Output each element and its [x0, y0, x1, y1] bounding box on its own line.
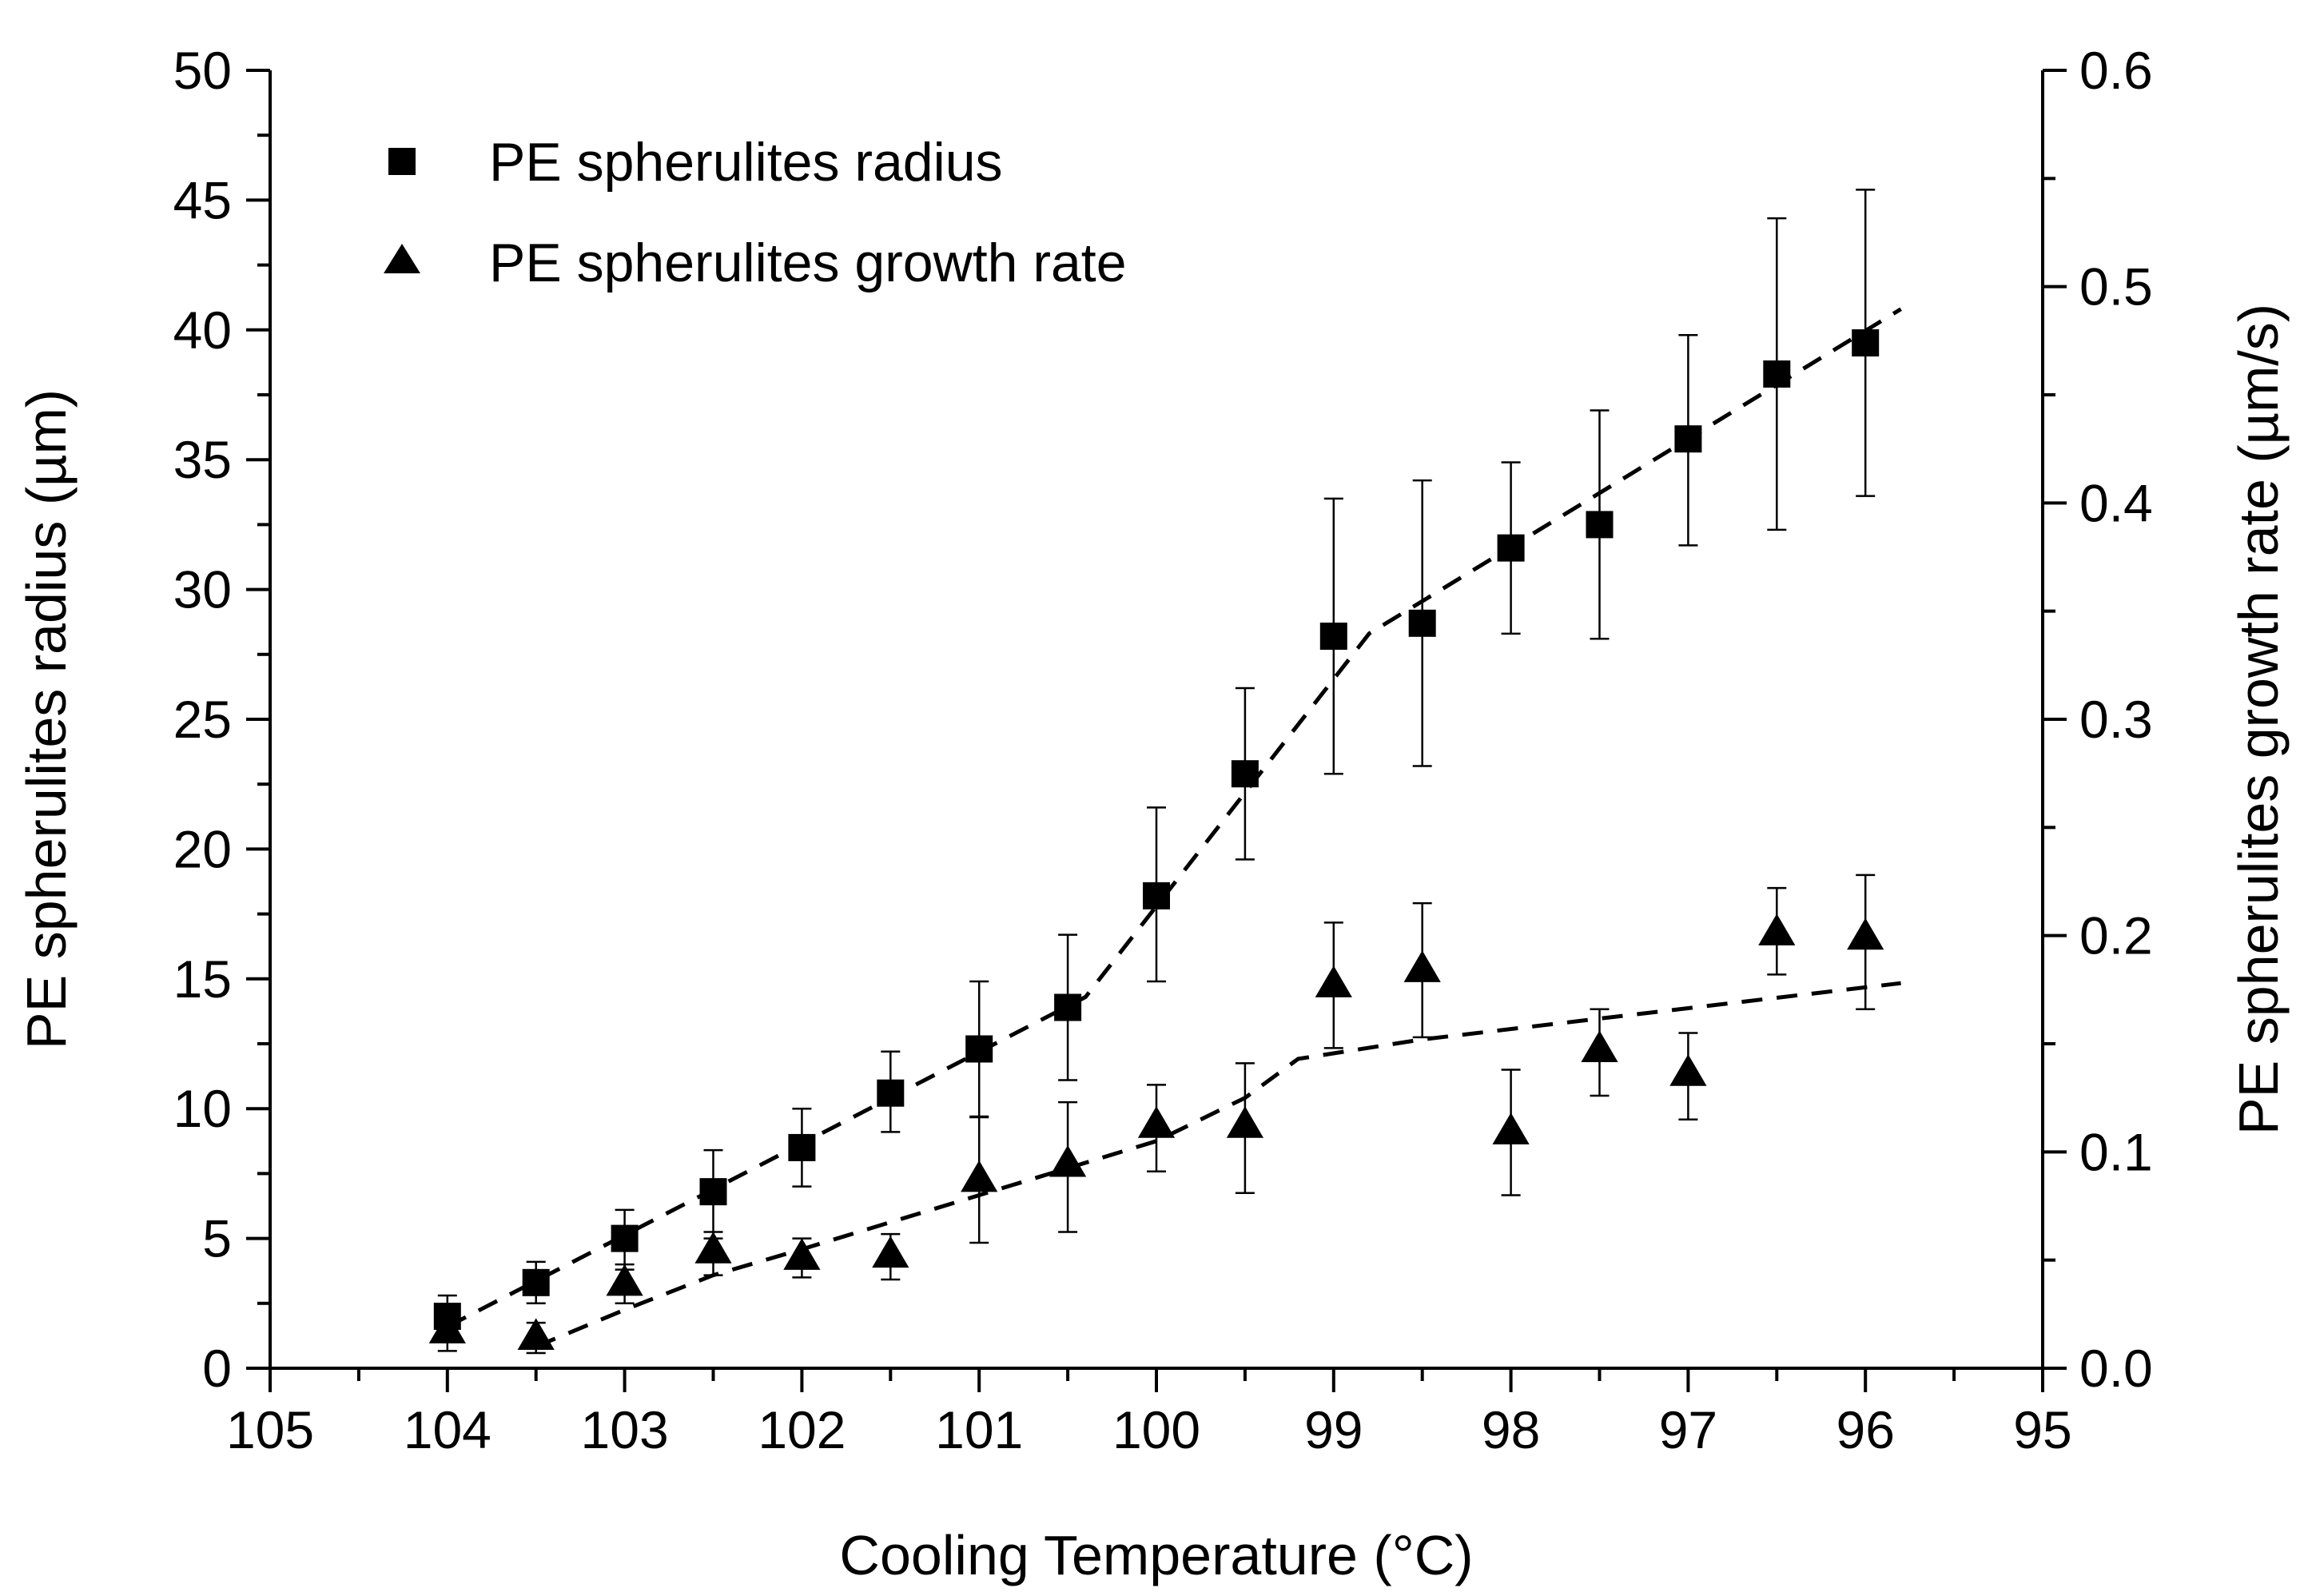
trend-lines: [446, 307, 1902, 1349]
y-tick-label: 20: [173, 819, 232, 878]
y-tick-label: 30: [173, 560, 232, 619]
growth-rate-point: [606, 1264, 643, 1296]
x-tick-label: 98: [1482, 1400, 1540, 1459]
y2-tick-label: 0.5: [2079, 257, 2153, 316]
growth-rate-point: [517, 1318, 555, 1350]
growth-rate-point: [694, 1232, 732, 1264]
growth-rate-point: [1403, 950, 1441, 982]
radius-point: [1319, 623, 1347, 651]
x-tick-label: 104: [404, 1400, 491, 1459]
x-tick-label: 101: [935, 1400, 1023, 1459]
y-tick-label: 10: [173, 1079, 232, 1138]
error-bars: [437, 189, 1876, 1355]
radius-trend-line: [446, 307, 1902, 1329]
legend-square-icon: [388, 148, 416, 175]
y-axis-title: PE spherulites radius (µm): [15, 389, 78, 1049]
radius-point: [1852, 329, 1880, 357]
growth-rate-point: [1581, 1030, 1618, 1063]
growth-rate-point: [1315, 965, 1352, 997]
y-tick-label: 50: [173, 41, 232, 100]
x-tick-label: 100: [1112, 1400, 1200, 1459]
y2-tick-label: 0.3: [2079, 690, 2153, 749]
radius-point: [699, 1178, 727, 1206]
growth-rate-point: [1758, 913, 1796, 945]
growth-rate-point: [872, 1236, 909, 1268]
y-tick-label: 25: [173, 690, 232, 749]
radius-point: [1497, 534, 1525, 562]
radius-point: [877, 1079, 905, 1107]
y-tick-label: 15: [173, 949, 232, 1009]
radius-point: [965, 1035, 993, 1063]
growth-rate-point: [1492, 1112, 1530, 1144]
radius-point: [611, 1224, 639, 1252]
radius-point: [1143, 882, 1170, 909]
x-tick-label: 96: [1836, 1400, 1894, 1459]
legend-label-growth-rate: PE spherulites growth rate: [489, 233, 1127, 293]
growth-rate-point: [428, 1311, 466, 1343]
growth-rate-point: [1049, 1144, 1087, 1177]
growth-rate-point: [1137, 1106, 1176, 1138]
growth-rate-point: [783, 1238, 821, 1270]
radius-point: [1586, 511, 1614, 539]
radius-point: [1763, 360, 1791, 388]
y2-tick-label: 0.1: [2079, 1122, 2153, 1181]
y-tick-label: 35: [173, 430, 232, 489]
radius-point: [522, 1268, 550, 1296]
growth-rate-point: [1669, 1054, 1707, 1086]
radius-point: [1674, 425, 1702, 453]
growth-rate-point: [1847, 917, 1884, 950]
y2-tick-label: 0.2: [2079, 906, 2153, 965]
x-tick-label: 95: [2013, 1400, 2071, 1459]
legend-triangle-icon: [384, 244, 420, 273]
y-tick-label: 5: [202, 1209, 232, 1268]
y2-tick-label: 0.0: [2079, 1339, 2153, 1398]
radius-point: [1054, 993, 1082, 1021]
y-tick-label: 0: [202, 1339, 232, 1398]
radius-point: [788, 1133, 816, 1161]
growth-rate-trend-line: [535, 981, 1901, 1349]
ticks: 105 104 103 102 101 100 99 98 97 96 95 0 5 10 15 20 25 30…: [173, 41, 2153, 1459]
x-tick-label: 99: [1304, 1400, 1363, 1459]
radius-point: [1408, 609, 1436, 637]
x-tick-label: 103: [581, 1400, 669, 1459]
y2-tick-label: 0.4: [2079, 473, 2153, 532]
growth-rate-point: [961, 1160, 998, 1192]
y-tick-label: 40: [173, 300, 232, 360]
x-tick-label: 105: [226, 1400, 314, 1459]
legend: PE spherulites radius PE spherulites gro…: [384, 132, 1127, 293]
legend-label-radius: PE spherulites radius: [489, 132, 1003, 193]
radius-point: [1231, 760, 1259, 788]
growth-rate-point: [1226, 1106, 1263, 1138]
x-axis-title: Cooling Temperature (°C): [839, 1524, 1473, 1586]
x-tick-label: 102: [758, 1400, 846, 1459]
y2-axis-title: PE spherulites growth rate (µm/s): [2227, 304, 2290, 1135]
data-markers: [428, 329, 1884, 1350]
x-tick-label: 97: [1659, 1400, 1717, 1459]
y2-tick-label: 0.6: [2079, 41, 2153, 100]
y-tick-label: 45: [173, 170, 232, 229]
